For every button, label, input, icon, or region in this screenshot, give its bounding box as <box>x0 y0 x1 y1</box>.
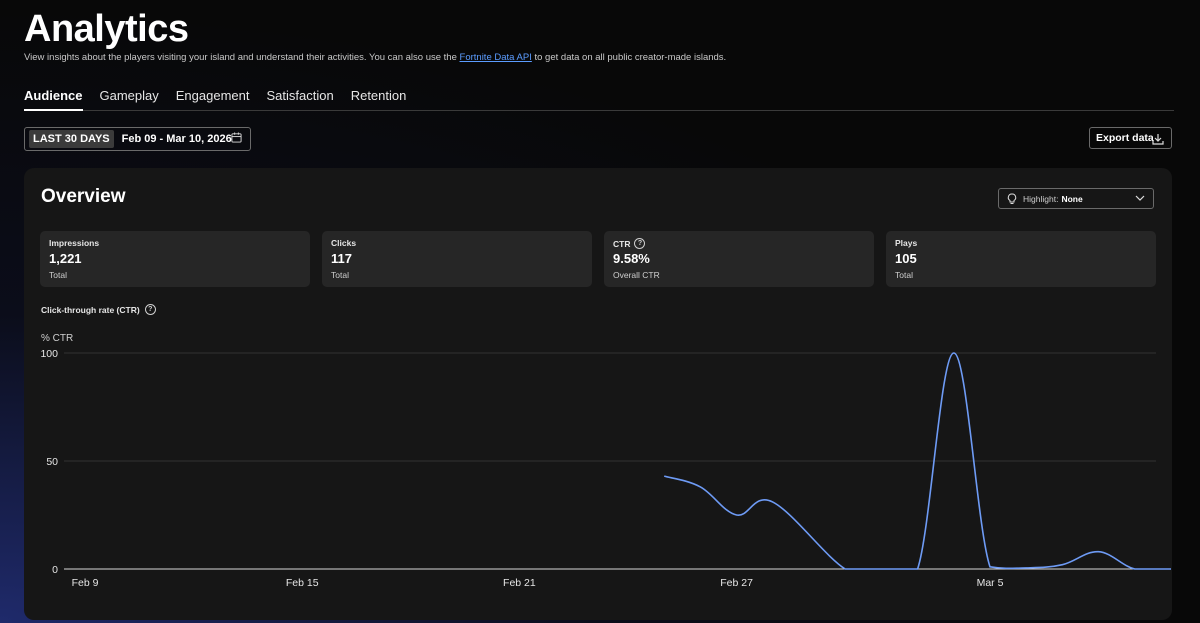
x-tick-label: Feb 27 <box>720 577 753 589</box>
overview-panel: Overview Highlight: None Impressions 1,22… <box>24 168 1172 620</box>
card-label: Plays <box>895 238 918 248</box>
tab-engagement[interactable]: Engagement <box>175 88 250 103</box>
date-range-text: Feb 09 - Mar 10, 2026 <box>121 133 232 145</box>
card-label: Impressions <box>49 238 100 248</box>
download-icon <box>1152 134 1164 145</box>
card-sub: Total <box>895 270 913 280</box>
ctr-line-chart: 0 50 100 Feb 9 Feb 15 Feb 21 Feb 27 Mar 5 <box>40 348 1171 589</box>
tab-gameplay[interactable]: Gameplay <box>99 88 159 103</box>
card-sub: Overall CTR <box>613 270 660 280</box>
chart-y-label: % CTR <box>41 333 74 344</box>
x-tick-label: Feb 15 <box>286 577 319 589</box>
tab-retention[interactable]: Retention <box>350 88 407 103</box>
card-label-row: CTR? <box>613 238 646 249</box>
y-tick-label: 0 <box>52 564 58 576</box>
export-data-label: Export data <box>1096 132 1154 144</box>
card-sub: Total <box>49 270 67 280</box>
help-icon[interactable]: ? <box>144 304 156 315</box>
page-title: Analytics <box>24 8 189 50</box>
ctr-series-line <box>663 352 1171 570</box>
clicks-card: Clicks 117 Total <box>322 231 592 287</box>
plays-card: Plays 105 Total <box>886 231 1156 287</box>
highlight-value: None <box>1061 193 1083 204</box>
export-data-button[interactable]: Export data <box>1089 127 1172 149</box>
overview-title: Overview <box>41 186 126 207</box>
date-preset-chip: LAST 30 DAYS <box>29 130 114 148</box>
chevron-down-icon <box>1135 195 1145 201</box>
tab-bar: Audience Gameplay Engagement Satisfactio… <box>24 86 1174 111</box>
page-subtitle: View insights about the players visiting… <box>24 52 727 63</box>
highlight-dropdown[interactable]: Highlight: None <box>998 188 1154 209</box>
card-value: 117 <box>331 251 352 266</box>
y-tick-label: 50 <box>46 456 58 468</box>
date-range-picker[interactable]: LAST 30 DAYS Feb 09 - Mar 10, 2026 <box>24 127 251 151</box>
card-label: Clicks <box>331 238 357 248</box>
x-tick-label: Feb 21 <box>503 577 536 589</box>
lightbulb-icon <box>1007 193 1017 204</box>
card-value: 1,221 <box>49 251 82 266</box>
card-value: 105 <box>895 251 917 266</box>
fortnite-data-api-link[interactable]: Fortnite Data API <box>459 52 532 63</box>
calendar-icon <box>231 132 242 143</box>
tab-audience[interactable]: Audience <box>24 86 83 111</box>
y-tick-label: 100 <box>40 348 58 360</box>
help-icon[interactable]: ? <box>634 238 646 249</box>
ctr-card: CTR? 9.58% Overall CTR <box>604 231 874 287</box>
impressions-card: Impressions 1,221 Total <box>40 231 310 287</box>
chart-title: Click-through rate (CTR)? <box>41 304 156 315</box>
card-value: 9.58% <box>613 251 650 266</box>
x-tick-label: Feb 9 <box>72 577 99 589</box>
card-sub: Total <box>331 270 349 280</box>
highlight-label: Highlight: <box>1023 193 1059 204</box>
x-tick-label: Mar 5 <box>977 577 1004 589</box>
tab-satisfaction[interactable]: Satisfaction <box>266 88 334 103</box>
